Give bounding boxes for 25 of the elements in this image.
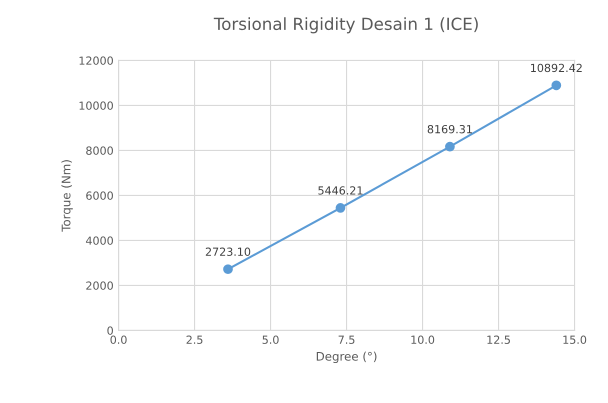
point	[223, 264, 233, 274]
y-tick-label: 4000	[86, 236, 113, 245]
y-axis-title: Torque (Nm)	[61, 160, 73, 232]
y-tick-label: 8000	[86, 146, 113, 155]
x-tick-label: 10.0	[411, 336, 434, 344]
data-label: 2723.10	[206, 248, 250, 256]
x-tick-label: 5.0	[262, 336, 279, 344]
data-label: 8169.31	[428, 124, 472, 134]
y-tick-label: 12000	[80, 56, 113, 65]
chart-title: Torsional Rigidity Desain 1 (ICE)	[214, 17, 478, 34]
y-tick-label: 0	[107, 326, 113, 335]
x-tick-label: 2.5	[186, 336, 202, 344]
data-label: 10892.42	[531, 64, 582, 72]
point	[336, 203, 346, 213]
y-tick-label: 6000	[86, 191, 113, 200]
x-tick-label: 7.5	[338, 336, 354, 344]
x-tick-label: 15.0	[563, 336, 586, 344]
point	[445, 142, 455, 152]
x-tick-label: 12.5	[487, 336, 510, 344]
x-axis-title: Degree (°)	[316, 352, 376, 364]
point	[551, 80, 562, 90]
y-tick-label: 10000	[80, 101, 113, 110]
y-tick-label: 2000	[86, 281, 113, 290]
data-label: 5446.21	[318, 186, 362, 195]
x-tick-label: 0.0	[110, 336, 127, 344]
